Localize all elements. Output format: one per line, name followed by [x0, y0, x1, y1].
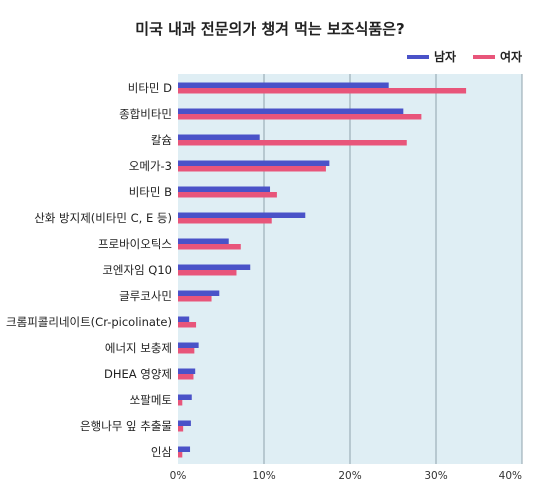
category-label: 산화 방지제(비타민 C, E 등) [34, 211, 172, 225]
bar-male [178, 264, 251, 270]
bar-male [178, 342, 199, 348]
bar-female [178, 426, 184, 432]
x-tick-label: 0% [170, 470, 187, 482]
x-tick-label: 30% [424, 470, 447, 482]
bar-male [178, 368, 196, 374]
bar-female [178, 140, 407, 146]
bar-male [178, 290, 220, 296]
bar-female [178, 400, 183, 406]
category-label: 오메가-3 [129, 159, 172, 173]
bars [178, 82, 467, 458]
bar-female [178, 88, 467, 94]
category-label: 프로바이오틱스 [98, 237, 172, 251]
x-tick-label: 10% [252, 470, 275, 482]
category-label: DHEA 영양제 [104, 367, 172, 381]
bar-male [178, 160, 330, 166]
bar-female [178, 192, 277, 198]
bar-male [178, 316, 190, 322]
bar-male [178, 238, 229, 244]
bar-male [178, 134, 260, 140]
bar-female [178, 296, 212, 302]
bar-female [178, 452, 183, 458]
bar-female [178, 322, 197, 328]
bar-male [178, 82, 389, 88]
bar-male [178, 212, 306, 218]
bar-female [178, 244, 241, 250]
category-label: 글루코사민 [119, 289, 172, 303]
bar-female [178, 114, 422, 120]
x-axis-ticks: 0% 10% 20% 30% 40% [170, 470, 522, 482]
category-label: 크롬피콜리네이트(Cr-picolinate) [6, 315, 172, 329]
bar-male [178, 186, 271, 192]
bar-male [178, 108, 404, 114]
x-tick-label: 20% [338, 470, 361, 482]
category-label: 쏘팔메토 [130, 393, 172, 407]
category-label: 에너지 보충제 [105, 341, 172, 355]
bar-female [178, 374, 194, 380]
bar-male [178, 446, 191, 452]
legend-label-female: 여자 [500, 49, 522, 64]
bar-female [178, 166, 326, 172]
legend: 남자 여자 [407, 49, 522, 64]
x-tick-label: 40% [499, 470, 522, 482]
category-label: 비타민 D [128, 81, 172, 95]
bar-male [178, 420, 191, 426]
bar-male [178, 394, 192, 400]
chart-title: 미국 내과 전문의가 챙겨 먹는 보조식품은? [135, 20, 404, 38]
category-label: 종합비타민 [119, 107, 172, 121]
bar-female [178, 218, 272, 224]
category-label: 인삼 [151, 445, 173, 459]
bar-female [178, 270, 237, 276]
category-label: 코엔자임 Q10 [102, 263, 172, 277]
bar-female [178, 348, 195, 354]
grid-lines [263, 74, 523, 464]
legend-swatch-female [473, 55, 495, 59]
category-label: 은행나무 잎 추출물 [80, 419, 172, 433]
legend-label-male: 남자 [434, 49, 456, 64]
category-label: 칼슘 [151, 133, 172, 147]
category-label: 비타민 B [129, 185, 172, 199]
legend-swatch-male [407, 55, 429, 59]
